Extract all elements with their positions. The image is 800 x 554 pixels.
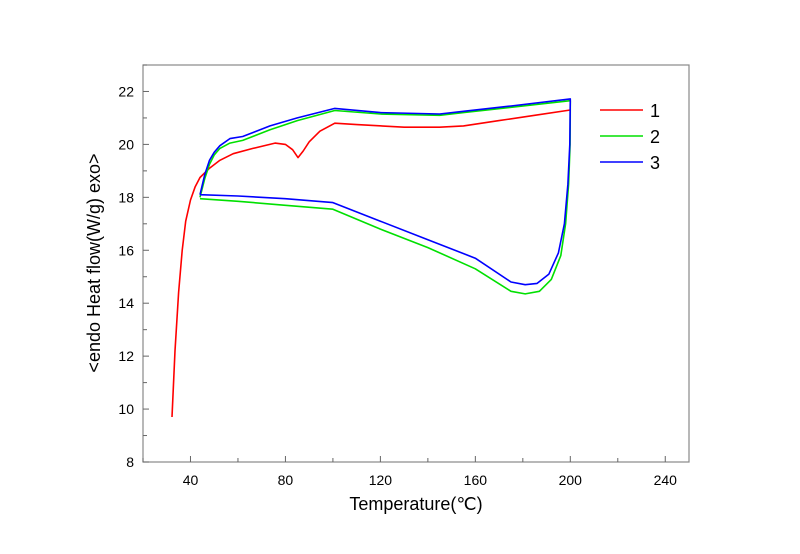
y-axis-title: <endo Heat flow(W/g) exo> — [84, 153, 104, 372]
series-lines — [171, 98, 572, 418]
legend: 1 2 3 — [600, 101, 660, 173]
legend-label-2: 2 — [650, 127, 660, 147]
y-tick-label: 22 — [118, 83, 134, 99]
x-tick-label: 40 — [183, 472, 199, 488]
x-axis-title: Temperature(℃) — [349, 494, 482, 514]
x-tick-label: 120 — [369, 472, 393, 488]
legend-label-1: 1 — [650, 101, 660, 121]
x-tick-label: 200 — [559, 472, 583, 488]
y-tick-label: 18 — [118, 189, 134, 205]
x-tick-label: 160 — [464, 472, 488, 488]
y-tick-label: 10 — [118, 401, 134, 417]
y-tick-label: 14 — [118, 295, 134, 311]
y-tick-label: 16 — [118, 242, 134, 258]
plot-frame — [142, 64, 690, 463]
series-line-1 — [171, 109, 571, 418]
y-tick-label: 8 — [126, 454, 134, 470]
x-tick-label: 240 — [654, 472, 678, 488]
series-line-3 — [199, 98, 572, 286]
x-tick-label: 80 — [278, 472, 294, 488]
y-tick-label: 20 — [118, 136, 134, 152]
legend-label-3: 3 — [650, 153, 660, 173]
y-tick-label: 12 — [118, 348, 134, 364]
